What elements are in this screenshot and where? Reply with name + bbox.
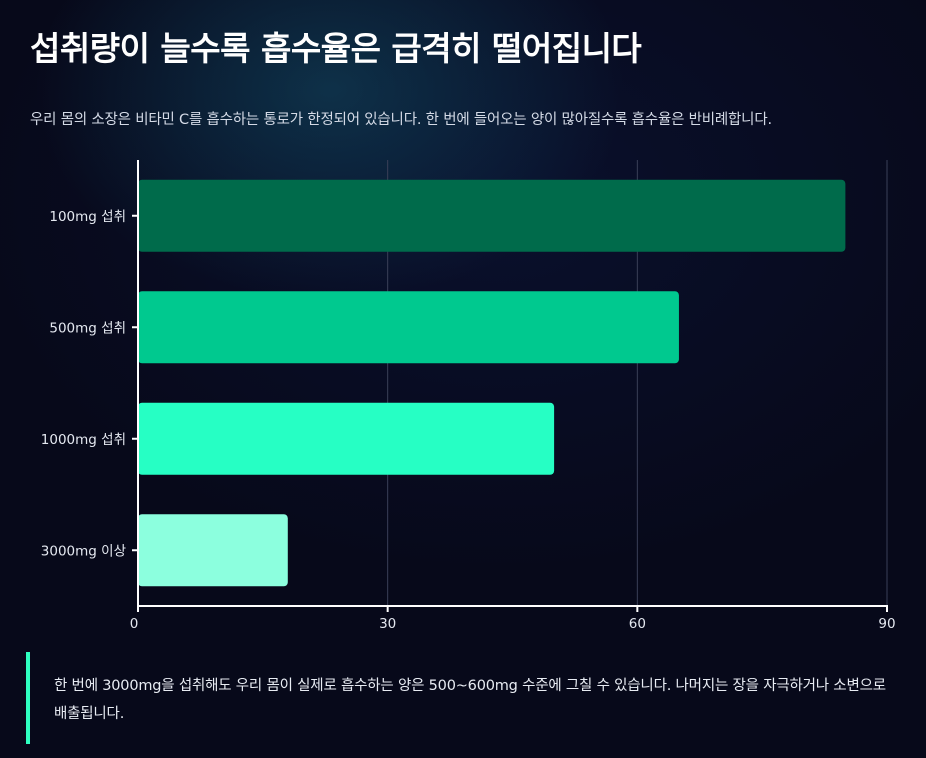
x-tick-label-0: 0 [130, 616, 139, 632]
bar-0 [138, 179, 846, 252]
absorption-bar-chart: 100mg 섭취 500mg 섭취 1000mg 섭취 3000mg 이상 0 30 60 9… [41, 160, 896, 632]
x-tick-label-1: 30 [379, 616, 396, 632]
x-tick-label-2: 60 [629, 616, 646, 632]
bar-1 [138, 291, 679, 364]
y-tick-label-2: 1000mg 섭취 [41, 432, 126, 448]
bar-2 [138, 402, 555, 475]
page-title: 섭취량이 늘수록 흡수율은 급격히 떨어집니다 [30, 29, 642, 68]
page-subtitle: 우리 몸의 소장은 비타민 C를 흡수하는 통로가 한정되어 있습니다. 한 번… [30, 112, 772, 128]
y-tick-label-3: 3000mg 이상 [41, 543, 126, 559]
callout-box: 한 번에 3000mg을 섭취해도 우리 몸이 실제로 흡수하는 양은 500~… [26, 652, 886, 744]
y-tick-label-0: 100mg 섭취 [49, 209, 126, 225]
callout-text: 한 번에 3000mg을 섭취해도 우리 몸이 실제로 흡수하는 양은 500~… [54, 678, 886, 722]
x-tick-label-3: 90 [878, 616, 895, 632]
y-tick-label-1: 500mg 섭취 [49, 320, 126, 336]
bar-3 [138, 514, 288, 587]
